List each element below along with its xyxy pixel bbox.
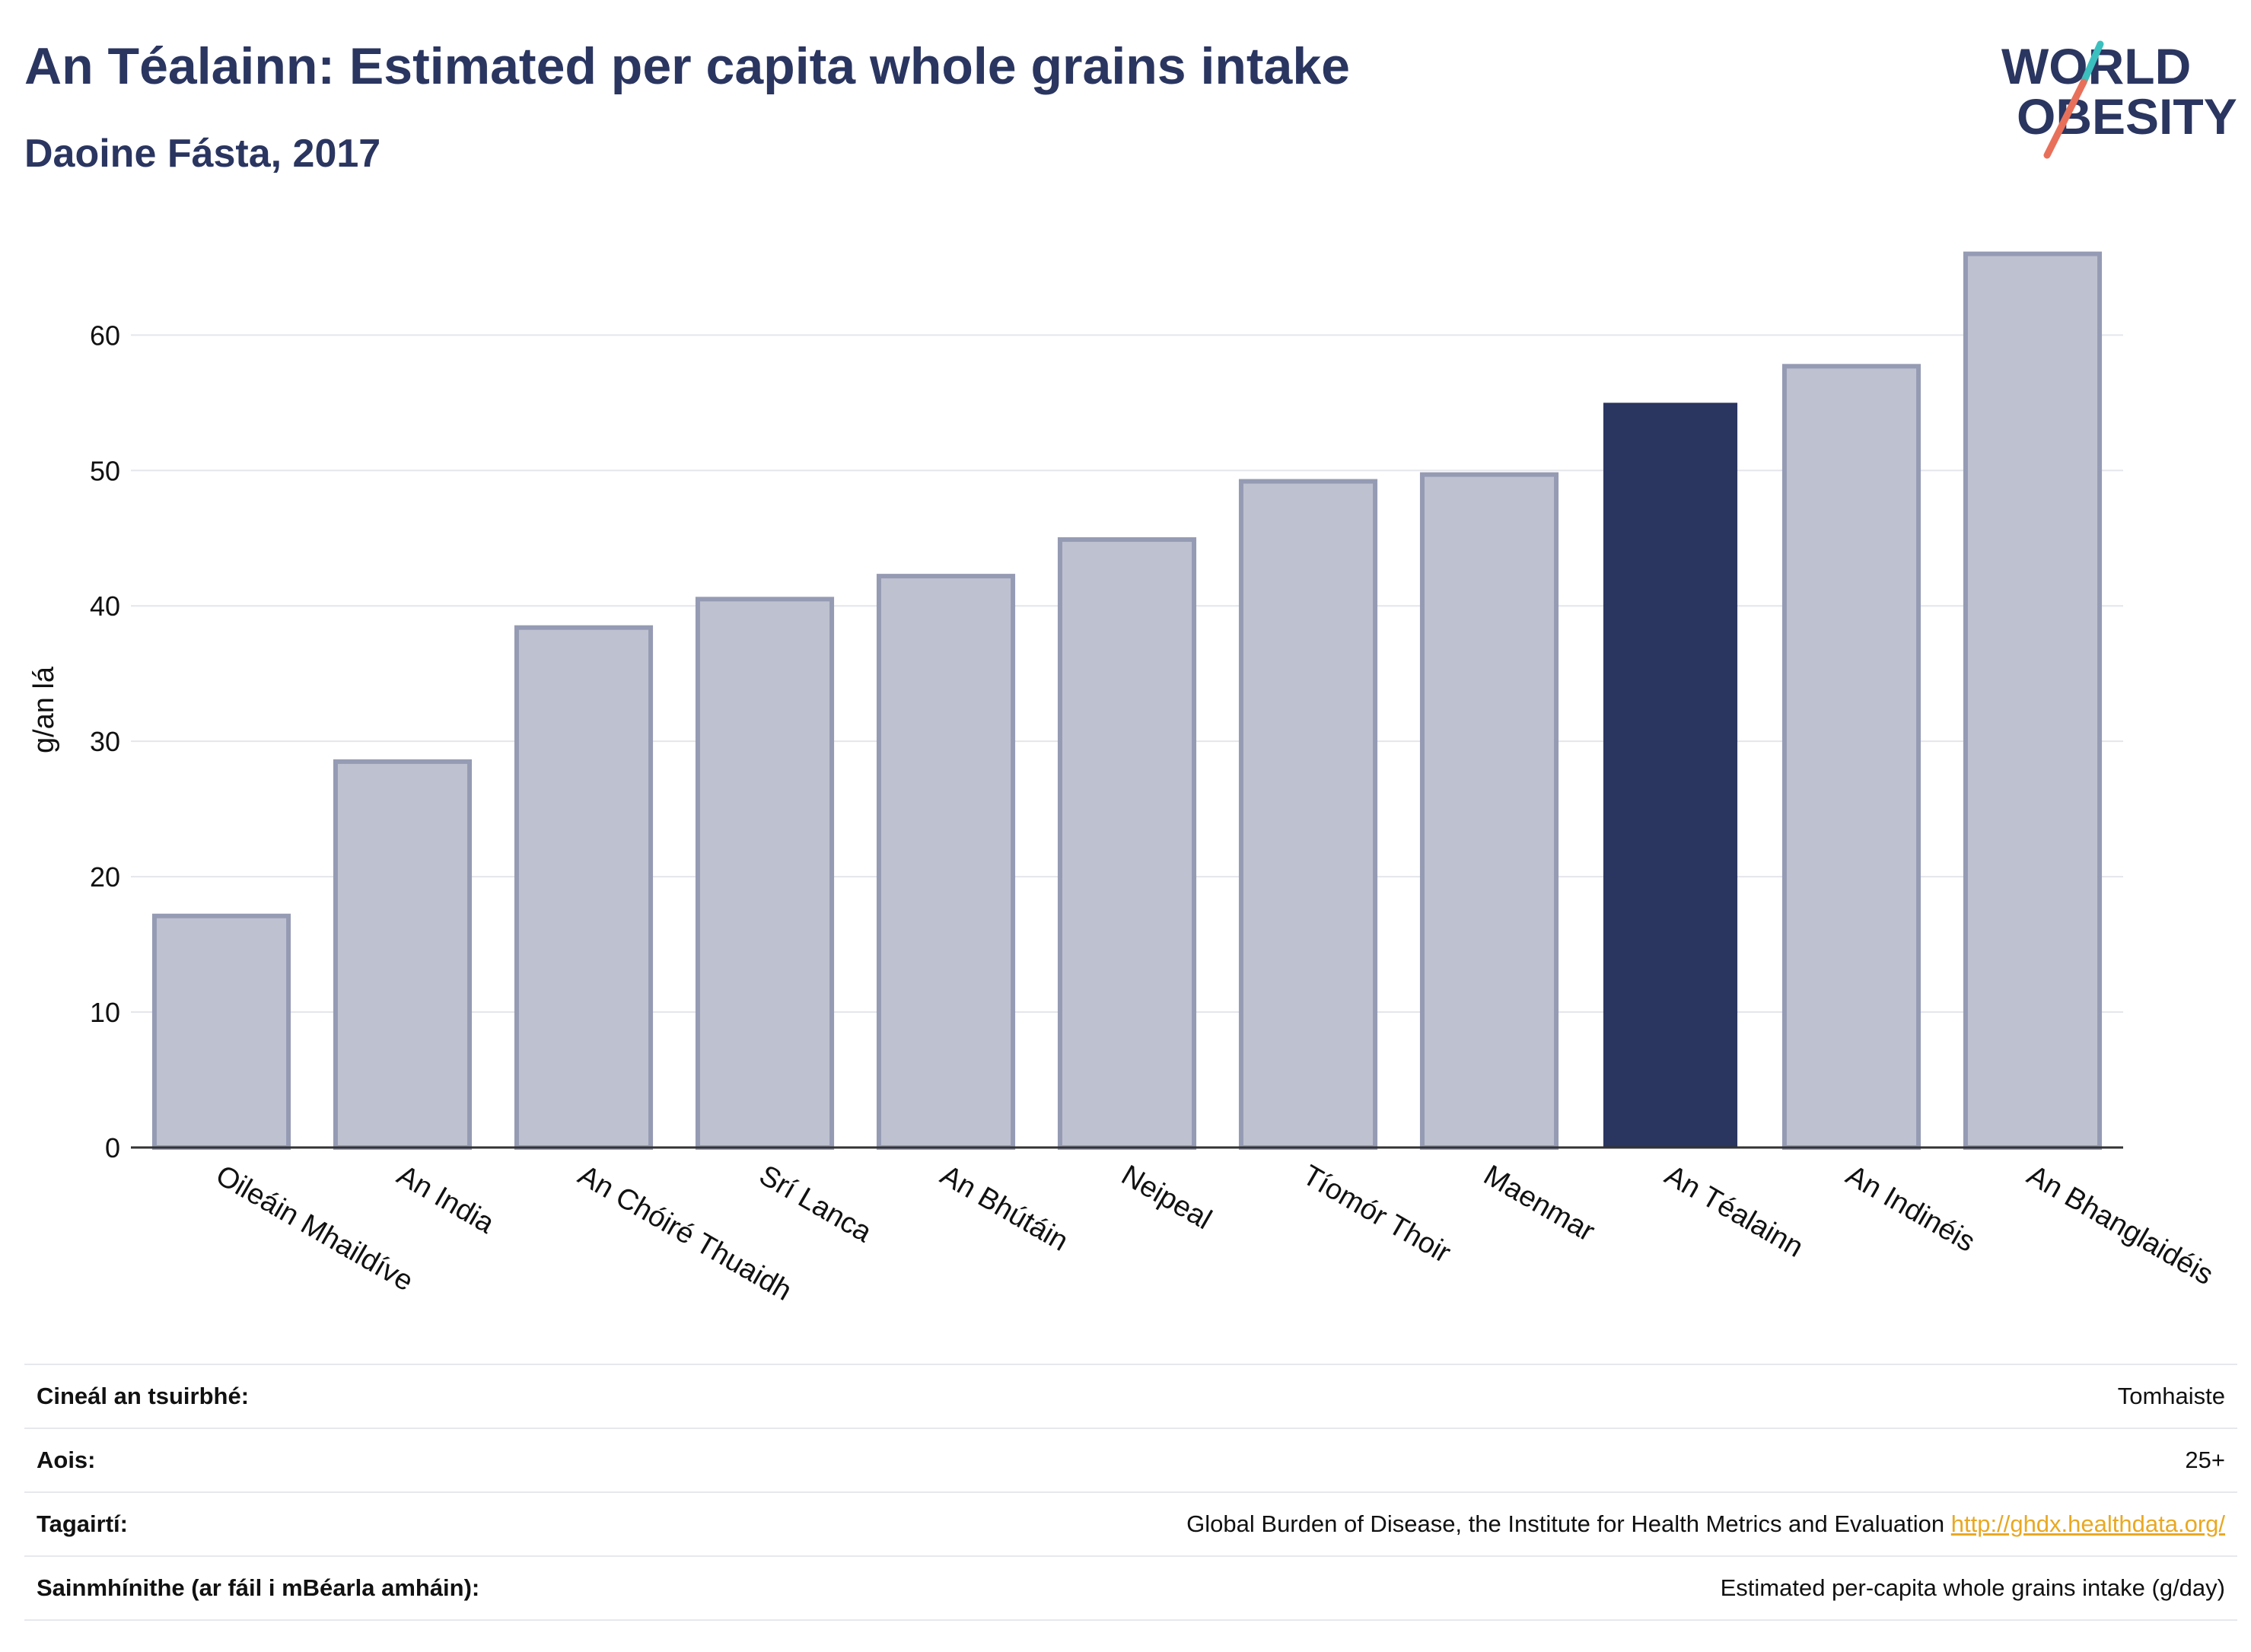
meta-label: Tagairtí: — [37, 1510, 128, 1537]
y-tick-label: 50 — [90, 455, 120, 486]
bar-oile-in-mhaild-ve — [151, 913, 291, 1150]
y-tick-label: 30 — [90, 726, 120, 757]
x-tick-label: An India — [392, 1159, 501, 1240]
bar-an-ch-ir-thuaidh — [514, 625, 654, 1150]
meta-row-references: Tagairtí: Global Burden of Disease, the … — [24, 1491, 2237, 1555]
y-tick-label: 20 — [90, 861, 120, 893]
meta-label: Sainmhínithe (ar fáil i mBéarla amháin): — [37, 1574, 480, 1601]
chart-title: An Téalainn: Estimated per capita whole … — [24, 37, 1351, 95]
y-tick-label: 60 — [90, 320, 120, 351]
x-tick-label: Oileáin Mhaildíve — [211, 1159, 419, 1297]
meta-row-definitions: Sainmhínithe (ar fáil i mBéarla amháin):… — [24, 1555, 2237, 1621]
bars — [151, 251, 2103, 1151]
x-tick-label: An Téalainn — [1660, 1159, 1809, 1263]
x-tick-label: An Bhanglaidéis — [2022, 1159, 2219, 1291]
chart-subtitle: Daoine Fásta, 2017 — [24, 132, 381, 176]
meta-label: Cineál an tsuirbhé: — [37, 1383, 250, 1409]
x-tick-label: An Indinéis — [1841, 1159, 1981, 1258]
world-obesity-logo: WORLD OBESITY — [2001, 38, 2237, 159]
bar-an-indin-is — [1781, 364, 1921, 1150]
meta-value: Tomhaiste — [2117, 1383, 2225, 1409]
x-tick-label: Neipeal — [1116, 1159, 1218, 1236]
bar-an-bhanglaid-is — [1963, 251, 2103, 1150]
meta-value-wrap: Global Burden of Disease, the Institute … — [1186, 1510, 2237, 1538]
bar-an-india — [333, 759, 473, 1151]
meta-label: Aois: — [37, 1447, 96, 1473]
reference-link[interactable]: http://ghdx.healthdata.org/ — [1950, 1510, 2225, 1537]
meta-value: 25+ — [2185, 1447, 2225, 1473]
bar-sr-lanca — [695, 597, 835, 1150]
meta-value: Global Burden of Disease, the Institute … — [1186, 1510, 1945, 1537]
logo-slash-coral — [2043, 78, 2087, 159]
bar-t-om-r-thoir — [1238, 479, 1378, 1150]
meta-row-survey-type: Cineál an tsuirbhé: Tomhaiste — [24, 1364, 2237, 1428]
bar-neipeal — [1057, 537, 1197, 1150]
bar-an-bh-t-in — [876, 574, 1016, 1150]
bar-maenmar — [1419, 472, 1559, 1150]
y-tick-label: 40 — [90, 590, 120, 622]
x-tick-label: Maenmar — [1479, 1159, 1600, 1248]
bar-an-t-alainn — [1603, 403, 1738, 1147]
meta-row-age: Aois: 25+ — [24, 1428, 2237, 1491]
metadata-table: Cineál an tsuirbhé: Tomhaiste Aois: 25+ … — [24, 1364, 2237, 1621]
logo-slash-teal — [2080, 40, 2104, 86]
x-tick-label: An Bhútáin — [935, 1159, 1074, 1257]
y-tick-label: 0 — [105, 1132, 120, 1163]
x-tick-label: Tíomór Thoir — [1297, 1159, 1457, 1269]
x-tick-label: Srí Lanca — [754, 1159, 878, 1249]
meta-value: Estimated per-capita whole grains intake… — [1720, 1574, 2225, 1601]
y-tick-label: 10 — [90, 997, 120, 1028]
y-tick-labels: 0 10 20 30 40 50 60 — [90, 320, 120, 1163]
y-axis-label: g/an lá — [28, 666, 60, 753]
